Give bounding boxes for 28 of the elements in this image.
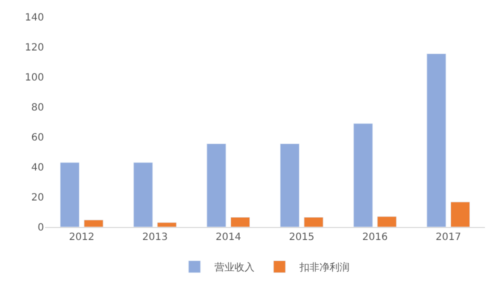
bar [377, 216, 397, 227]
bar [450, 202, 470, 227]
x-tick-label: 2014 [216, 232, 242, 243]
bar [60, 162, 80, 227]
y-tick-label: 100 [24, 72, 44, 84]
legend-label: 营业收入 [214, 262, 254, 274]
bar [230, 217, 250, 227]
bar [157, 222, 177, 227]
y-tick-label: 0 [38, 222, 44, 234]
bar [133, 162, 153, 227]
x-tick-label: 2016 [362, 232, 388, 243]
x-tick-label: 2012 [68, 232, 94, 243]
x-tick-label: 2015 [288, 232, 314, 243]
y-tick-label: 120 [24, 42, 44, 54]
bar [304, 217, 324, 227]
y-tick-label: 60 [31, 132, 44, 144]
y-tick-label: 140 [24, 12, 44, 24]
x-tick-label: 2017 [436, 232, 462, 243]
bar [206, 144, 226, 227]
bar [353, 123, 373, 227]
x-tick-label: 2013 [142, 232, 168, 243]
y-tick-label: 80 [31, 102, 44, 114]
y-tick-label: 20 [31, 192, 44, 204]
legend-label: 扣非净利润 [298, 262, 350, 274]
bar [84, 220, 104, 227]
bar [426, 54, 446, 227]
y-tick-label: 40 [31, 162, 44, 174]
bar [280, 144, 300, 227]
